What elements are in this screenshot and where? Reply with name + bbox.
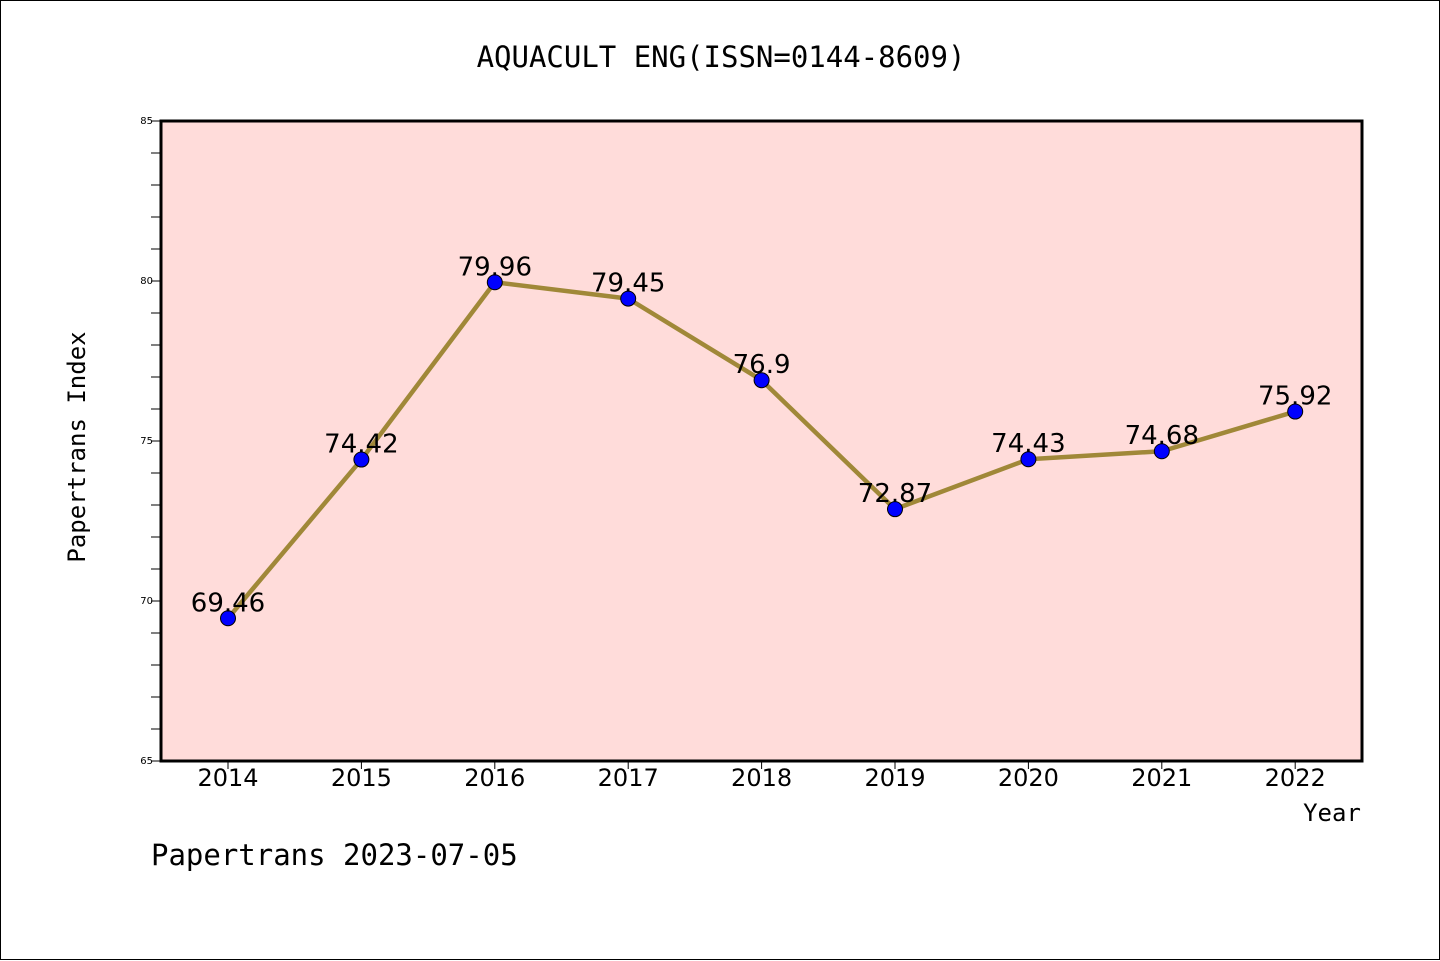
data-label: 79.45 (591, 269, 665, 299)
data-label: 74.68 (1125, 421, 1199, 451)
data-point (887, 501, 903, 518)
data-label: 75.92 (1258, 382, 1332, 412)
y-axis-label: Papertrans Index (63, 331, 91, 562)
x-tick-label: 2018 (731, 764, 792, 792)
y-tick-label: 65 (140, 756, 153, 767)
data-point (753, 372, 770, 389)
y-tick-label: 80 (140, 276, 153, 287)
x-tick-label: 2017 (598, 764, 659, 792)
y-tick-label: 70 (140, 596, 153, 607)
data-label: 69.46 (191, 588, 265, 618)
x-tick-label: 2019 (864, 764, 925, 792)
data-label: 72.87 (858, 479, 932, 509)
data-label: 79.96 (458, 252, 532, 282)
x-tick-label: 2021 (1131, 764, 1192, 792)
data-point (620, 290, 637, 307)
footer-credit: Papertrans 2023-07-05 (151, 838, 518, 872)
x-tick-label: 2020 (998, 764, 1059, 792)
data-point (1153, 443, 1170, 460)
series-line-group (220, 274, 1304, 627)
y-tick-label: 85 (140, 116, 153, 127)
data-point (353, 451, 370, 468)
data-point (486, 274, 503, 291)
data-point (1020, 451, 1037, 468)
x-tick-label: 2022 (1265, 764, 1326, 792)
x-tick-label: 2016 (464, 764, 525, 792)
x-tick-label: 2014 (197, 764, 258, 792)
x-tick-label: 2015 (331, 764, 392, 792)
data-point (220, 610, 236, 627)
x-axis-label: Year (1303, 799, 1361, 827)
plot-area (161, 121, 1362, 761)
data-point (1287, 403, 1304, 420)
chart-title: AQUACULT ENG(ISSN=0144-8609) (477, 40, 966, 74)
y-tick-label: 75 (140, 436, 153, 447)
data-label: 74.42 (324, 430, 398, 460)
data-label: 74.43 (991, 429, 1065, 459)
data-label: 76.9 (733, 350, 791, 380)
x-axis-ticks: 2014 2015 2016 2017 2018 2019 2020 2021 2022 (197, 761, 1326, 792)
plot-border (159, 119, 1364, 763)
data-label-group: 69.46 74.42 79.96 79.45 76.9 72.87 74.43 74.68 7… (191, 252, 1333, 618)
y-axis-ticks: 65 70 75 80 85 (140, 116, 161, 767)
